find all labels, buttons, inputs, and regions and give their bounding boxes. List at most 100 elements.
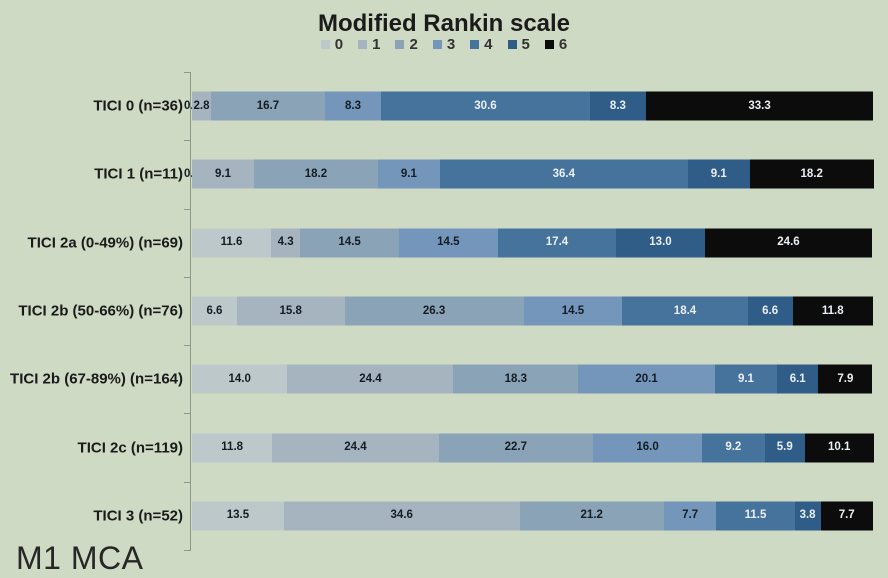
segment-value-label: 11.8 xyxy=(221,440,244,453)
segment-value-label: 22.7 xyxy=(504,440,527,453)
legend-item: 5 xyxy=(507,36,530,53)
segment-value-label: 33.3 xyxy=(748,99,771,112)
segment-value-label: 18.2 xyxy=(304,167,328,180)
segment-value-label: 21.2 xyxy=(580,509,603,522)
legend-swatch-icon xyxy=(395,40,405,49)
segment-value-label: 30.6 xyxy=(474,99,497,112)
segment-value-label: 14.0 xyxy=(228,372,251,385)
segment-value-label: 11.8 xyxy=(821,304,844,317)
axis-tick xyxy=(184,550,190,551)
segment-value-label: 14.5 xyxy=(338,235,361,248)
chart-row: TICI 0 (n=36)0.02.816.78.330.68.333.3 xyxy=(0,72,888,140)
category-label: TICI 1 (n=11) xyxy=(94,165,183,183)
segment-value-label: 7.9 xyxy=(837,372,854,385)
axis-tick xyxy=(184,345,190,347)
bar-segment-mrs-3: 20.1 xyxy=(578,364,715,394)
legend-item: 6 xyxy=(544,36,567,53)
segment-value-label: 9.1 xyxy=(710,167,727,180)
stacked-bar: 11.8 24.4 22.7 16.0 9.2 5.9 10.1 xyxy=(192,433,874,463)
segment-value-label: 14.5 xyxy=(437,235,460,248)
segment-value-label: 10.1 xyxy=(828,440,851,453)
legend-item: 0 xyxy=(320,36,344,53)
category-label: TICI 2a (0-49%) (n=69) xyxy=(27,234,183,252)
bar-segment-mrs-4: 9.1 xyxy=(714,364,777,394)
legend-item: 3 xyxy=(432,36,455,53)
bar-segment-mrs-6: 18.2 xyxy=(749,159,874,189)
bar-segment-mrs-1: 2.8 xyxy=(192,91,212,121)
plot-area: TICI 0 (n=36)0.02.816.78.330.68.333.3TIC… xyxy=(0,72,888,551)
segment-value-label: 4.3 xyxy=(277,235,294,248)
bar-segment-mrs-5: 6.1 xyxy=(776,364,819,394)
segment-value-label: 14.5 xyxy=(561,304,585,317)
bar-segment-mrs-0: 13.5 xyxy=(192,501,284,531)
bar-segment-mrs-0: 11.6 xyxy=(192,228,271,258)
legend: 0 1 2 3 4 5 6 xyxy=(0,36,888,53)
category-label: TICI 2b (50-66%) (n=76) xyxy=(18,302,183,320)
bar-segment-mrs-2: 16.7 xyxy=(211,91,325,121)
legend-item: 2 xyxy=(395,36,418,53)
bar-segment-mrs-1: 34.6 xyxy=(283,501,520,531)
segment-value-label: 8.3 xyxy=(345,99,362,112)
stacked-bar: 14.0 24.4 18.3 20.1 9.1 6.1 7.9 xyxy=(192,364,873,394)
segment-value-label: 9.1 xyxy=(737,372,754,385)
segment-value-label: 34.6 xyxy=(390,509,413,522)
legend-label: 4 xyxy=(484,36,493,53)
chart-row: TICI 1 (n=11)0.09.118.29.136.49.118.2 xyxy=(0,140,888,208)
category-label: TICI 3 (n=52) xyxy=(93,507,183,525)
segment-value-label: 18.2 xyxy=(800,167,823,180)
legend-label: 2 xyxy=(409,36,418,53)
bar-segment-mrs-6: 33.3 xyxy=(646,91,873,121)
stacked-bar: 11.6 4.3 14.5 14.5 17.4 13.0 24.6 xyxy=(192,228,873,258)
bar-segment-mrs-3: 8.3 xyxy=(324,91,382,121)
segment-value-label: 24.4 xyxy=(344,440,367,453)
segment-value-label: 8.3 xyxy=(609,99,626,112)
bar-segment-mrs-4: 9.2 xyxy=(702,433,765,463)
segment-value-label: 3.8 xyxy=(799,509,816,522)
bar-segment-mrs-2: 26.3 xyxy=(344,296,524,326)
bar-segment-mrs-6: 11.8 xyxy=(792,296,873,326)
axis-tick xyxy=(184,276,190,278)
chart-title: Modified Rankin scale xyxy=(317,10,571,37)
segment-value-label: 7.7 xyxy=(838,509,855,522)
bar-segment-mrs-1: 24.4 xyxy=(287,364,454,394)
legend-item: 1 xyxy=(358,36,380,53)
legend-label: 0 xyxy=(334,36,344,53)
bar-segment-mrs-3: 7.7 xyxy=(663,501,717,531)
bar-segment-mrs-4: 17.4 xyxy=(497,228,617,258)
segment-value-label: 20.1 xyxy=(635,372,658,385)
chart-row: TICI 3 (n=52) 13.5 34.6 21.2 7.7 11.5 3.8 7.7 xyxy=(0,482,888,550)
bar-segment-mrs-5: 9.1 xyxy=(687,159,750,189)
bar-segment-mrs-4: 18.4 xyxy=(622,296,748,326)
axis-tick xyxy=(184,208,190,210)
segment-value-label: 6.6 xyxy=(762,304,779,317)
bar-segment-mrs-4: 30.6 xyxy=(381,91,590,121)
segment-value-label: 5.9 xyxy=(776,440,793,453)
legend-swatch-icon xyxy=(470,40,480,49)
segment-value-label: 6.6 xyxy=(206,304,223,317)
segment-value-label: 9.2 xyxy=(725,440,742,453)
segment-value-label: 26.3 xyxy=(422,304,446,317)
legend-label: 1 xyxy=(372,36,381,53)
bar-segment-mrs-1: 4.3 xyxy=(270,228,301,258)
bar-segment-mrs-3: 14.5 xyxy=(523,296,623,326)
axis-tick xyxy=(184,413,190,415)
segment-value-label: 18.3 xyxy=(504,372,527,385)
bar-segment-mrs-0: 6.6 xyxy=(192,296,237,326)
segment-value-label: 24.4 xyxy=(359,372,382,385)
bar-segment-mrs-1: 24.4 xyxy=(272,433,439,463)
segment-value-label: 11.6 xyxy=(220,235,243,248)
bar-segment-mrs-2: 18.2 xyxy=(253,159,378,189)
axis-tick xyxy=(184,140,190,142)
axis-tick xyxy=(184,481,190,483)
segment-value-label: 16.7 xyxy=(256,99,280,112)
bar-segment-mrs-5: 6.6 xyxy=(747,296,793,326)
bar-segment-mrs-5: 13.0 xyxy=(616,228,705,258)
bar-segment-mrs-6: 24.6 xyxy=(704,228,873,258)
stacked-bar: 0.09.118.29.136.49.118.2 xyxy=(184,159,874,189)
bar-segment-mrs-4: 11.5 xyxy=(716,501,795,531)
bar-segment-mrs-0: 11.8 xyxy=(192,433,273,463)
legend-swatch-icon xyxy=(507,40,517,49)
segment-value-label: 16.0 xyxy=(636,440,659,453)
legend-item: 4 xyxy=(470,36,493,53)
bar-segment-mrs-1: 15.8 xyxy=(236,296,345,326)
